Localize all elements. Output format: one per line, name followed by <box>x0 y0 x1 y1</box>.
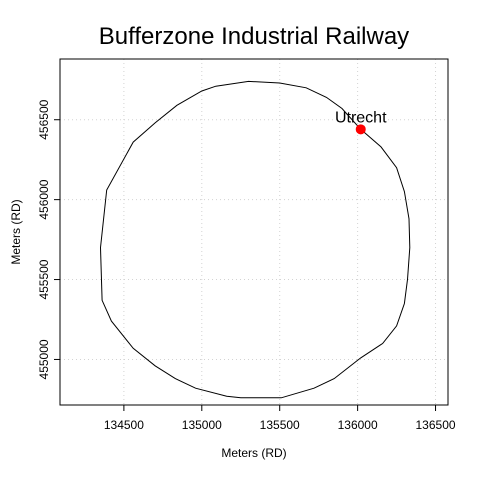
x-axis: 134500 135000 135500 136000 136500 <box>104 405 456 432</box>
plot-frame <box>59 58 449 406</box>
y-tick-label: 456000 <box>37 179 51 219</box>
y-tick-label: 455000 <box>37 339 51 379</box>
x-tick-label: 136000 <box>338 418 378 432</box>
point-label: Utrecht <box>335 109 387 126</box>
buffer-zone-line <box>99 80 411 399</box>
x-tick-label: 135000 <box>182 418 222 432</box>
y-tick-label: 456500 <box>37 99 51 139</box>
y-axis-label: Meters (RD) <box>9 199 23 264</box>
x-tick-label: 136500 <box>416 418 456 432</box>
x-tick-label: 134500 <box>104 418 144 432</box>
x-tick-label: 135500 <box>260 418 300 432</box>
chart-title: Bufferzone Industrial Railway <box>99 23 409 50</box>
y-axis: 455000 455500 456000 456500 <box>37 99 60 379</box>
utrecht-point <box>355 124 366 135</box>
x-axis-label: Meters (RD) <box>221 446 286 460</box>
series-layer: Utrecht <box>99 80 411 399</box>
grid <box>60 59 448 405</box>
y-tick-label: 455500 <box>37 259 51 299</box>
